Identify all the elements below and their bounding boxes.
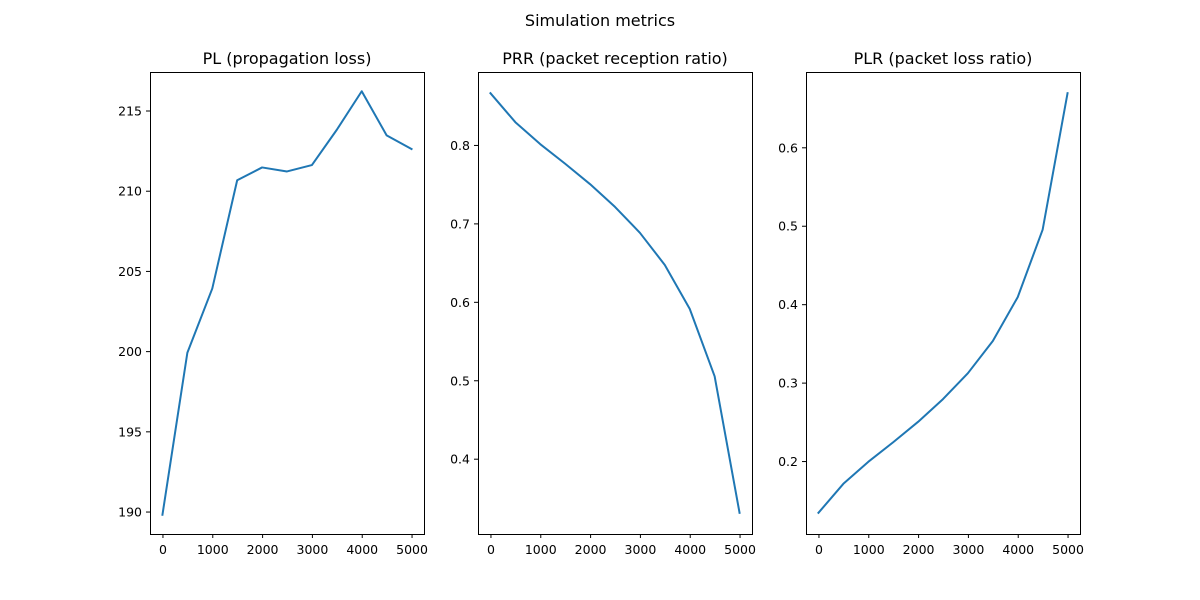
axis-ticks: 0 1000 2000 3000 4000 5000 0.2 0.3 0.4 0.5 0.6 xyxy=(778,140,1084,557)
series-line xyxy=(817,92,1069,515)
x-tick-label: 4000 xyxy=(674,542,706,557)
series-layer xyxy=(489,91,741,514)
figure-title: Simulation metrics xyxy=(525,11,675,30)
y-tick-label: 0.2 xyxy=(778,454,798,469)
chart-panel-plr: PLR (packet loss ratio) 0 1000 2000 3000 400… xyxy=(778,49,1084,557)
x-tick-label: 5000 xyxy=(396,542,428,557)
x-tick-label: 0 xyxy=(487,542,495,557)
x-tick-label: 2000 xyxy=(247,542,279,557)
axes-frame xyxy=(150,72,425,535)
y-tick-label: 0.8 xyxy=(450,138,470,153)
x-tick-label: 0 xyxy=(815,542,823,557)
y-tick-label: 0.7 xyxy=(450,216,470,231)
x-tick-label: 2000 xyxy=(575,542,607,557)
axes-frame xyxy=(478,72,753,535)
y-tick-label: 215 xyxy=(118,104,142,119)
y-tick-label: 0.4 xyxy=(778,297,798,312)
y-tick-label: 195 xyxy=(118,424,142,439)
x-tick-label: 5000 xyxy=(1052,542,1084,557)
y-tick-label: 210 xyxy=(118,184,142,199)
axis-ticks: 0 1000 2000 3000 4000 5000 190 195 200 205 210 215 xyxy=(118,104,428,558)
x-tick-label: 1000 xyxy=(853,542,885,557)
x-tick-label: 3000 xyxy=(297,542,329,557)
series-layer xyxy=(161,90,413,516)
x-tick-label: 1000 xyxy=(197,542,229,557)
y-tick-label: 205 xyxy=(118,264,142,279)
y-tick-label: 0.6 xyxy=(450,295,470,310)
y-tick-label: 0.5 xyxy=(450,373,470,388)
x-tick-label: 3000 xyxy=(953,542,985,557)
x-tick-label: 4000 xyxy=(346,542,378,557)
y-tick-label: 190 xyxy=(118,505,142,520)
axis-ticks: 0 1000 2000 3000 4000 5000 0.4 0.5 0.6 0.7 0.8 xyxy=(450,138,756,557)
panel-title: PL (propagation loss) xyxy=(203,49,372,68)
panel-title: PLR (packet loss ratio) xyxy=(854,49,1033,68)
panel-title: PRR (packet reception ratio) xyxy=(502,49,728,68)
chart-panel-prr: PRR (packet reception ratio) 0 1000 2000 30… xyxy=(450,49,756,557)
x-tick-label: 0 xyxy=(159,542,167,557)
x-tick-label: 3000 xyxy=(625,542,657,557)
y-tick-label: 0.3 xyxy=(778,376,798,391)
y-tick-label: 0.6 xyxy=(778,140,798,155)
x-tick-label: 2000 xyxy=(903,542,935,557)
y-tick-label: 200 xyxy=(118,344,142,359)
x-tick-label: 1000 xyxy=(525,542,557,557)
series-line xyxy=(489,91,741,514)
y-tick-label: 0.4 xyxy=(450,452,470,467)
y-tick-label: 0.5 xyxy=(778,219,798,234)
series-line xyxy=(161,90,413,516)
x-tick-label: 4000 xyxy=(1002,542,1034,557)
series-layer xyxy=(817,92,1069,515)
axes-frame xyxy=(806,72,1081,535)
chart-panel-pl: PL (propagation loss) 0 1000 2000 3000 4000 5… xyxy=(118,49,428,557)
x-tick-label: 5000 xyxy=(724,542,756,557)
